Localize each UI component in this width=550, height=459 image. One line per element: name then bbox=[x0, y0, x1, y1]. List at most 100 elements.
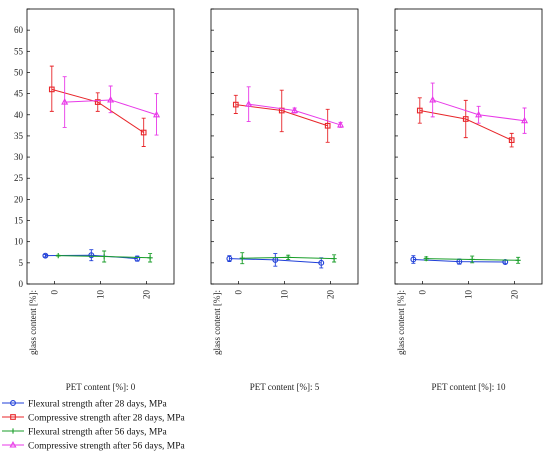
panel-frame bbox=[210, 8, 359, 285]
legend-entry-2: Compressive strength after 28 days, MPa bbox=[2, 413, 186, 424]
y-tick-label-20: 20 bbox=[14, 194, 24, 204]
series-4 bbox=[245, 86, 345, 128]
data-point bbox=[337, 120, 345, 128]
legend-marker bbox=[10, 414, 16, 420]
series-3 bbox=[55, 250, 153, 263]
data-point bbox=[61, 98, 69, 105]
x-axis-label: glass content [%]: bbox=[212, 290, 222, 355]
data-point bbox=[134, 255, 141, 262]
error-bar bbox=[246, 86, 251, 122]
data-point bbox=[475, 110, 483, 118]
x-tick-label-0: 0 bbox=[50, 290, 60, 295]
data-point bbox=[147, 255, 153, 261]
error-bar bbox=[325, 108, 330, 143]
data-point bbox=[239, 255, 245, 261]
data-point bbox=[245, 100, 253, 107]
x-axis-label: glass content [%]: bbox=[28, 290, 38, 355]
error-bar bbox=[95, 92, 100, 112]
data-point bbox=[285, 254, 291, 260]
data-point bbox=[291, 106, 299, 114]
series-2 bbox=[232, 89, 331, 143]
data-point bbox=[521, 116, 529, 124]
panel-caption: PET content [%]: 10 bbox=[431, 382, 506, 392]
data-point bbox=[423, 256, 429, 262]
legend: Flexural strength after 28 days, MPa Comp… bbox=[2, 399, 186, 452]
panel-caption: PET content [%]: 5 bbox=[250, 382, 320, 392]
error-bar bbox=[62, 76, 67, 128]
panel-3: 0 10 20 glass content [%]: PET content [%]: … bbox=[394, 8, 543, 392]
error-bar bbox=[273, 253, 278, 267]
error-bar bbox=[141, 117, 146, 147]
panel-1: 0 10 20 glass content [%]: PET content [%]: … bbox=[26, 8, 175, 392]
x-tick-label-20: 20 bbox=[141, 290, 151, 300]
legend-label: Compressive strength after 28 days, MPa bbox=[28, 413, 186, 424]
error-bar bbox=[476, 105, 481, 124]
data-point bbox=[55, 253, 61, 259]
data-point bbox=[232, 101, 239, 108]
data-point bbox=[94, 99, 101, 105]
error-bar bbox=[43, 253, 48, 258]
legend-marker bbox=[9, 441, 17, 448]
x-tick-label-0: 0 bbox=[234, 290, 244, 295]
panel-frame bbox=[26, 8, 175, 285]
data-point bbox=[101, 253, 107, 260]
series-2 bbox=[416, 97, 515, 148]
y-tick-label-15: 15 bbox=[14, 216, 24, 226]
x-tick-label-10: 10 bbox=[464, 290, 474, 300]
y-tick-label-30: 30 bbox=[14, 152, 24, 162]
legend-label: Flexural strength after 28 days, MPa bbox=[28, 399, 168, 410]
error-bar bbox=[108, 85, 113, 114]
data-point bbox=[318, 259, 325, 266]
data-point bbox=[278, 107, 285, 114]
legend-entry-3: Flexural strength after 56 days, MPa bbox=[2, 427, 168, 438]
error-bar bbox=[49, 65, 54, 112]
error-bar bbox=[430, 82, 435, 118]
series-4 bbox=[61, 76, 161, 136]
y-tick-label-55: 55 bbox=[14, 46, 24, 56]
panel-frame bbox=[394, 8, 543, 285]
data-point bbox=[462, 116, 469, 122]
y-tick-label-35: 35 bbox=[14, 131, 24, 141]
error-bar bbox=[417, 97, 422, 124]
error-bar bbox=[154, 93, 159, 136]
y-tick-label-50: 50 bbox=[14, 67, 24, 77]
x-tick-label-10: 10 bbox=[280, 290, 290, 300]
data-point bbox=[42, 252, 49, 259]
data-point bbox=[331, 256, 337, 262]
legend-label: Flexural strength after 56 days, MPa bbox=[28, 427, 168, 438]
data-point bbox=[140, 129, 147, 136]
x-tick-label-20: 20 bbox=[509, 290, 519, 300]
y-tick-label-25: 25 bbox=[14, 173, 24, 183]
data-point bbox=[88, 252, 95, 259]
data-point bbox=[107, 96, 115, 103]
data-point bbox=[515, 257, 521, 263]
y-tick-label-10: 10 bbox=[14, 237, 24, 247]
series-3 bbox=[239, 252, 337, 265]
x-axis-label: glass content [%]: bbox=[396, 290, 406, 355]
y-tick-label-0: 0 bbox=[19, 279, 24, 289]
error-bar bbox=[463, 99, 468, 139]
panel-caption: PET content [%]: 0 bbox=[66, 382, 136, 392]
error-bar bbox=[522, 107, 527, 134]
data-point bbox=[429, 96, 437, 103]
error-bar bbox=[233, 94, 238, 114]
data-point bbox=[508, 137, 515, 144]
error-bar bbox=[89, 249, 94, 262]
legend-marker bbox=[10, 428, 16, 434]
y-tick-label-60: 60 bbox=[14, 25, 24, 35]
data-point bbox=[324, 122, 331, 129]
data-point bbox=[410, 256, 417, 263]
data-point bbox=[48, 86, 55, 93]
legend-label: Compressive strength after 56 days, MPa bbox=[28, 441, 186, 452]
data-point bbox=[469, 256, 475, 263]
legend-marker bbox=[10, 400, 16, 406]
legend-entry-4: Compressive strength after 56 days, MPa bbox=[2, 441, 186, 452]
y-tick-label-40: 40 bbox=[14, 110, 24, 120]
data-point bbox=[226, 255, 233, 262]
error-bar bbox=[279, 89, 284, 133]
panel-2: 0 10 20 glass content [%]: PET content [%]: … bbox=[210, 8, 359, 392]
series-4 bbox=[429, 82, 529, 134]
data-point bbox=[416, 107, 423, 114]
y-tick-label-45: 45 bbox=[14, 89, 24, 99]
